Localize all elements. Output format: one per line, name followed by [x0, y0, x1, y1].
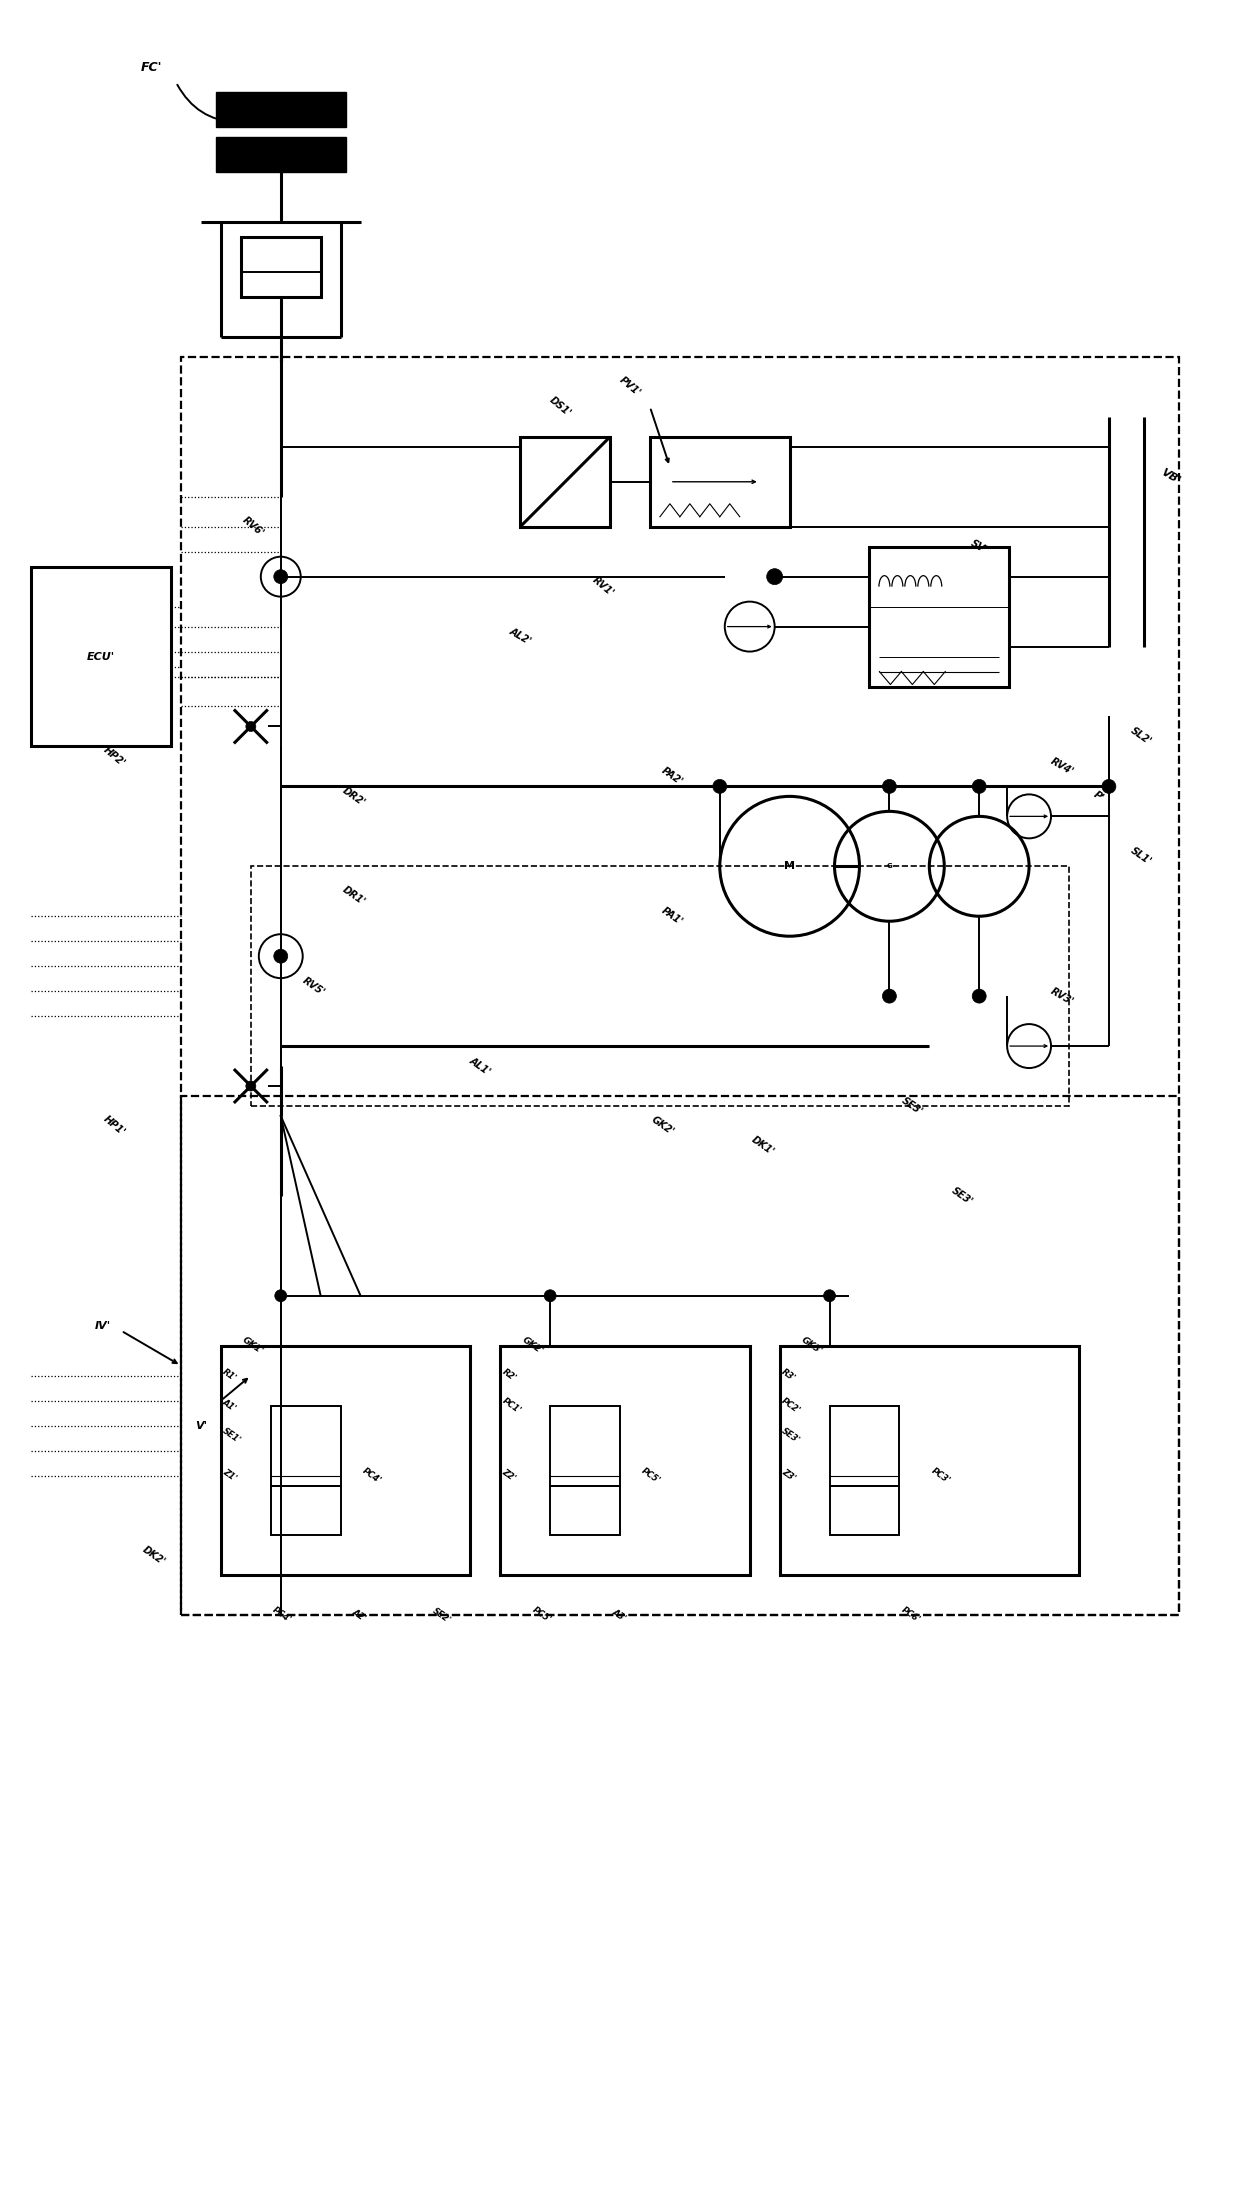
Text: SE2': SE2': [430, 1605, 453, 1625]
Bar: [216, 92, 346, 127]
Text: SL1': SL1': [1128, 845, 1153, 867]
Bar: [270, 1484, 341, 1535]
Text: GK3': GK3': [800, 1335, 823, 1357]
Bar: [780, 1346, 1079, 1575]
Text: SV': SV': [970, 538, 990, 556]
Bar: [551, 1405, 620, 1484]
Text: VB': VB': [1159, 468, 1182, 485]
Circle shape: [274, 569, 288, 584]
Bar: [241, 237, 321, 296]
Text: PC3': PC3': [929, 1467, 951, 1484]
Text: DK2': DK2': [141, 1544, 167, 1566]
Text: HP1': HP1': [102, 1113, 126, 1138]
Text: PC5': PC5': [640, 1467, 662, 1484]
Text: Z2': Z2': [500, 1467, 517, 1484]
Circle shape: [713, 780, 727, 793]
Text: R1': R1': [221, 1368, 238, 1383]
Circle shape: [544, 1289, 557, 1302]
Bar: [830, 1405, 899, 1484]
Text: DR2': DR2': [341, 784, 367, 808]
Text: PA2': PA2': [660, 766, 684, 786]
Text: PV1': PV1': [618, 376, 642, 397]
Bar: [250, 865, 1069, 1107]
Text: FC': FC': [141, 61, 162, 75]
Text: A1': A1': [221, 1397, 238, 1414]
Text: GK1': GK1': [241, 1335, 265, 1357]
Text: A3': A3': [610, 1607, 627, 1623]
Text: RV3': RV3': [1049, 986, 1075, 1006]
Bar: [181, 1096, 1179, 1616]
Bar: [551, 1484, 620, 1535]
Text: SE3': SE3': [899, 1096, 924, 1118]
Text: SE3': SE3': [950, 1186, 975, 1206]
Bar: [270, 1405, 341, 1484]
Circle shape: [823, 1289, 836, 1302]
Text: M: M: [784, 861, 795, 872]
Text: DS1': DS1': [547, 395, 573, 419]
Text: PC5': PC5': [531, 1605, 552, 1625]
Text: RV5': RV5': [301, 975, 326, 997]
Text: RV6': RV6': [241, 514, 267, 538]
Circle shape: [274, 949, 288, 964]
Circle shape: [883, 988, 897, 1004]
Text: SE1': SE1': [221, 1425, 243, 1445]
Text: P': P': [1092, 788, 1106, 804]
Circle shape: [883, 780, 897, 793]
Text: DR1': DR1': [341, 885, 367, 907]
Text: GK2': GK2': [650, 1116, 676, 1138]
Text: ECU': ECU': [87, 652, 115, 661]
Text: V': V': [195, 1421, 207, 1430]
Text: R3': R3': [780, 1368, 797, 1383]
Text: PC1': PC1': [500, 1397, 522, 1414]
Circle shape: [246, 1080, 255, 1091]
Bar: [221, 1346, 470, 1575]
Text: Z3': Z3': [780, 1467, 797, 1484]
Bar: [181, 358, 1179, 1616]
Text: IV': IV': [95, 1320, 112, 1331]
Text: DK1': DK1': [750, 1135, 776, 1157]
Text: AL1': AL1': [467, 1056, 492, 1076]
Text: RV1': RV1': [590, 575, 615, 600]
Text: G: G: [887, 863, 893, 870]
Bar: [500, 1346, 750, 1575]
Text: PA1': PA1': [660, 905, 684, 927]
Circle shape: [972, 780, 986, 793]
Circle shape: [246, 722, 255, 731]
Bar: [869, 547, 1009, 687]
Circle shape: [766, 569, 782, 584]
Circle shape: [275, 1289, 286, 1302]
Circle shape: [972, 988, 986, 1004]
Text: PC4': PC4': [270, 1605, 293, 1625]
Bar: [650, 437, 790, 527]
Text: GK2': GK2': [521, 1335, 544, 1357]
Text: A2': A2': [351, 1607, 368, 1623]
Circle shape: [1102, 780, 1116, 793]
Bar: [31, 567, 171, 747]
Text: RV4': RV4': [1049, 755, 1075, 777]
Text: SL2': SL2': [1128, 725, 1153, 747]
Bar: [830, 1484, 899, 1535]
Bar: [216, 136, 346, 171]
Text: SE3': SE3': [780, 1425, 801, 1445]
Text: R2': R2': [500, 1368, 518, 1383]
Text: PC2': PC2': [780, 1397, 802, 1414]
Text: PC6': PC6': [899, 1605, 921, 1625]
Text: HP2': HP2': [102, 744, 126, 769]
Text: Z1': Z1': [221, 1467, 238, 1484]
Text: AL2': AL2': [507, 626, 533, 648]
Bar: [521, 437, 610, 527]
Text: PC4': PC4': [361, 1467, 383, 1484]
